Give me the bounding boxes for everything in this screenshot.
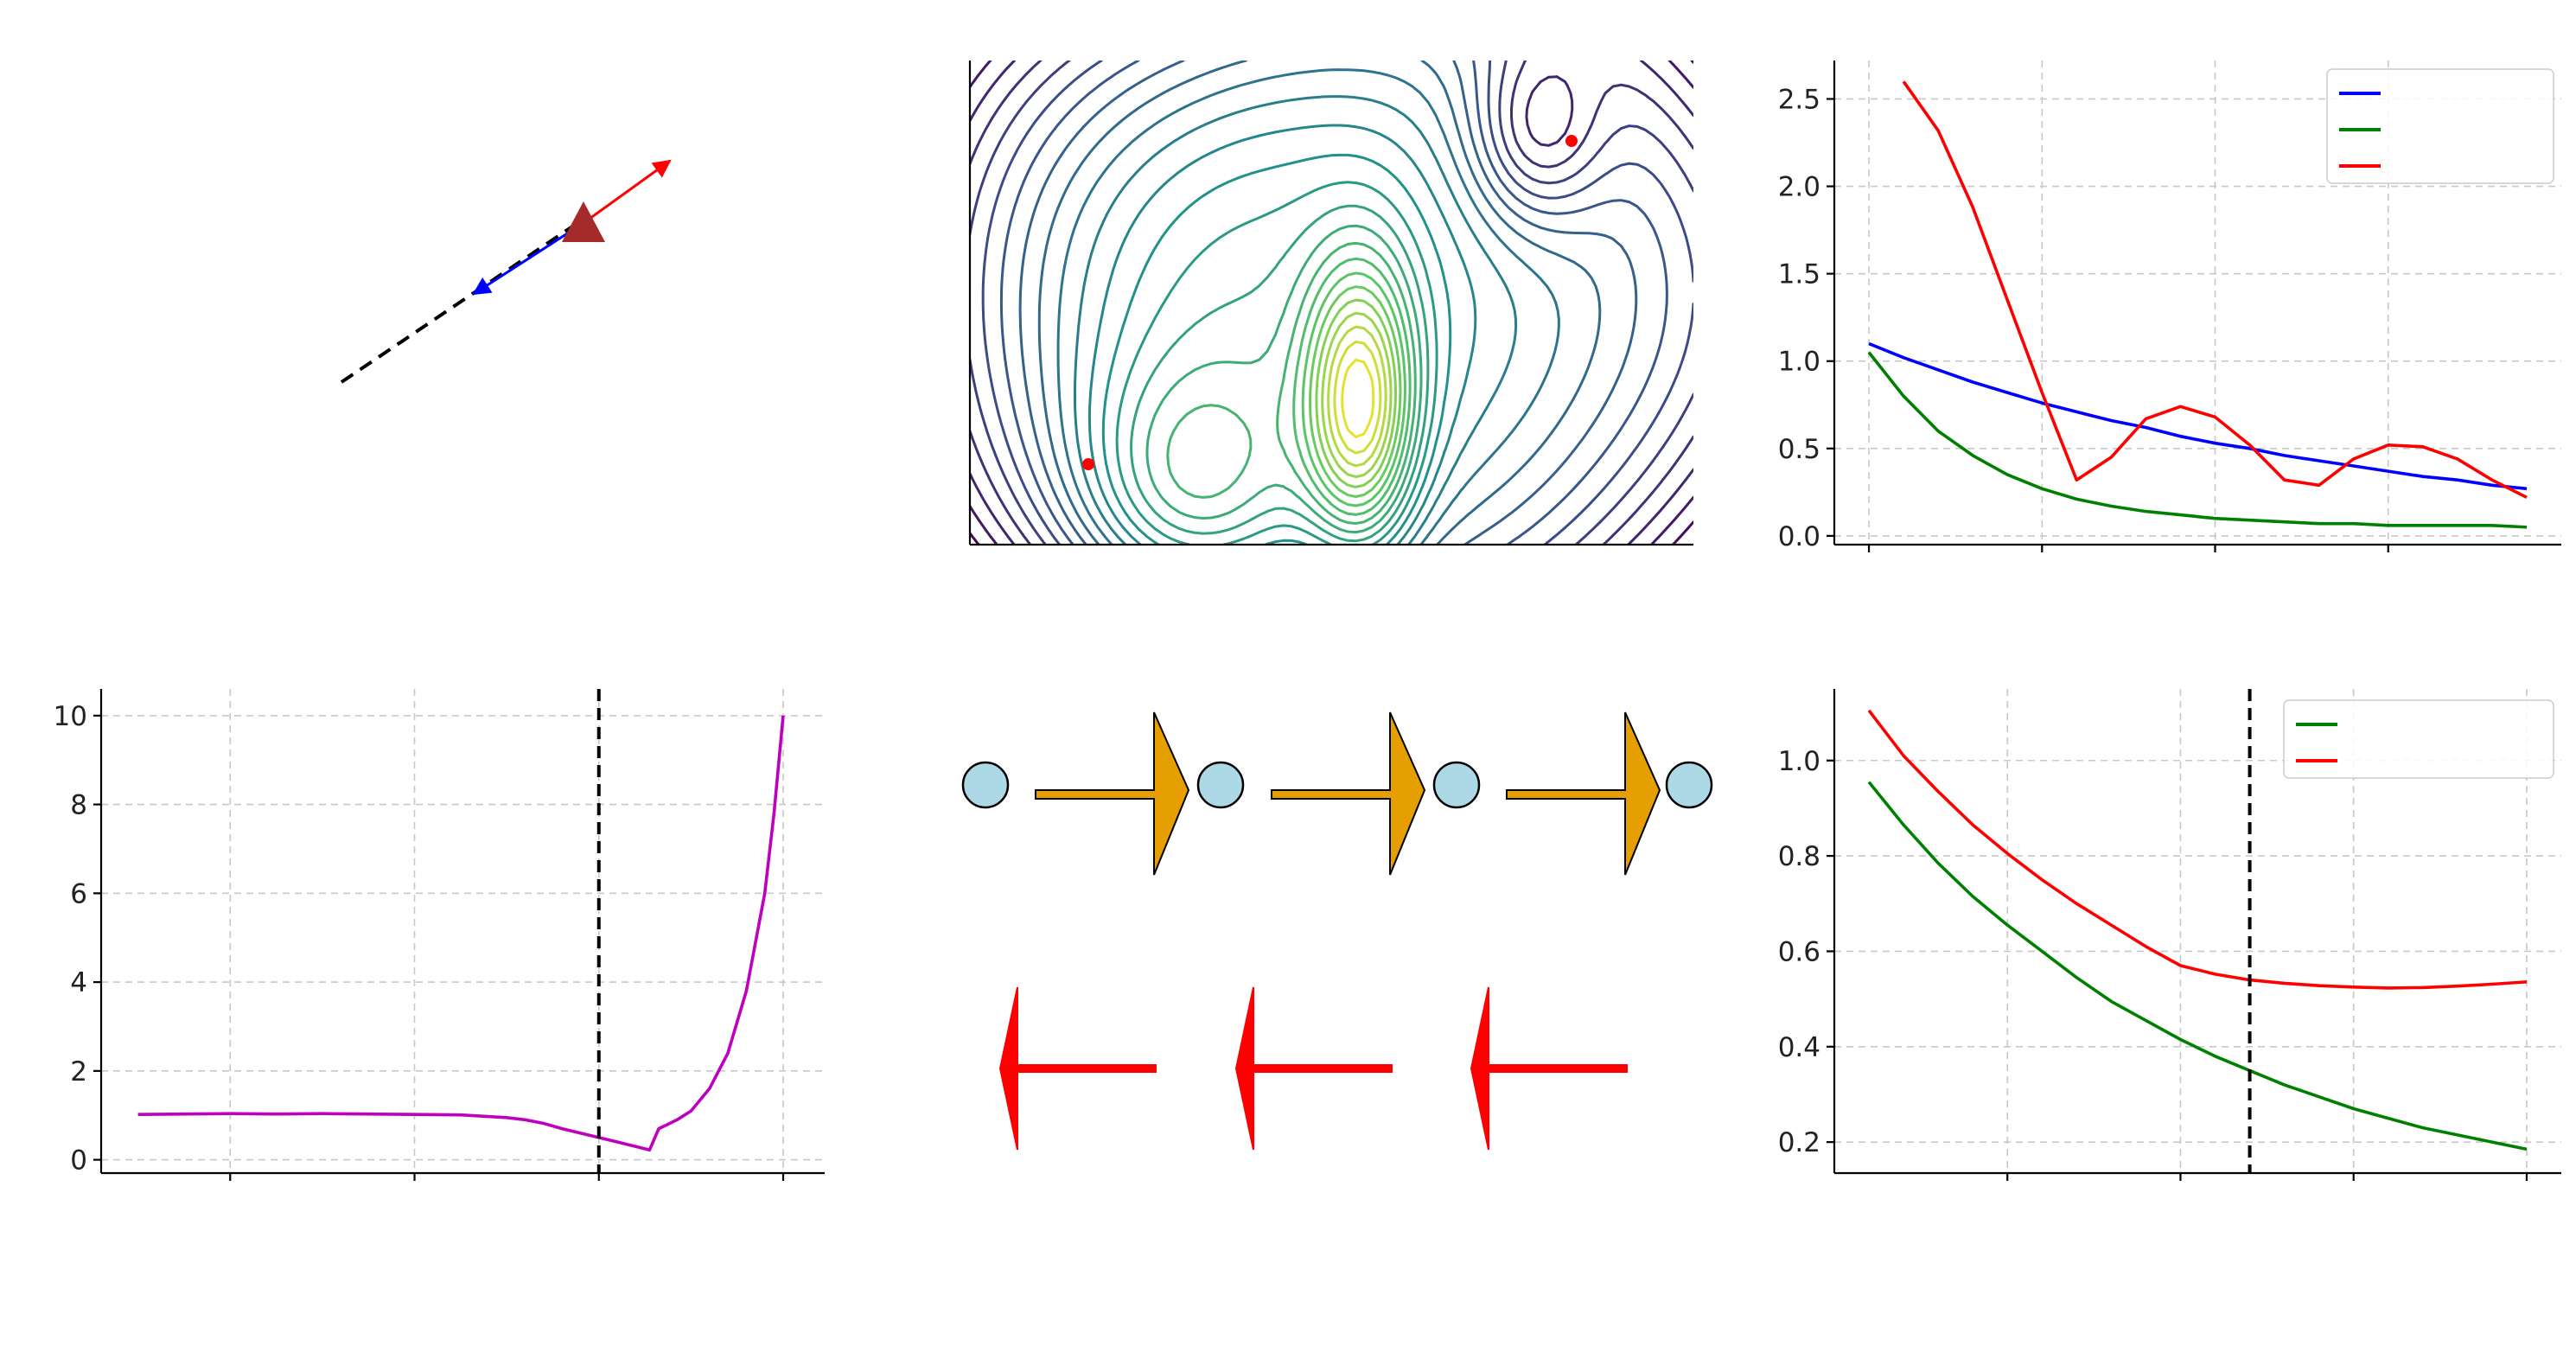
step-arrow: [472, 221, 584, 296]
lr-range-axes: 0 2 4 6 8 10: [54, 689, 825, 1181]
contour-level: [1327, 325, 1387, 468]
series-line: [1867, 709, 2528, 990]
panel-lr-range-test: 0 2 4 6 8 10: [54, 689, 825, 1181]
contour-lines: [970, 61, 1693, 545]
contour-level: [1056, 68, 1560, 545]
lr-range-curve: [137, 715, 785, 1152]
lr-effects-series: [1867, 80, 2528, 529]
y-tick-label: 0: [70, 1145, 87, 1177]
panel-learning-rate-effects: 0.0 0.5 1.0 1.5 2.0 2.5: [1778, 61, 2561, 552]
y-tick-label: 0.2: [1778, 1127, 1820, 1158]
contour-level: [1321, 311, 1393, 479]
y-tick-label: 6: [70, 878, 87, 909]
y-tick-label: 1.0: [1778, 746, 1820, 777]
legend-box: [2326, 68, 2554, 184]
panel-early-stopping: 0.2 0.4 0.6 0.8 1.0: [1778, 689, 2561, 1181]
hiker-path-line: [340, 214, 590, 384]
contour-level: [1333, 340, 1382, 455]
backward-arrow: [1234, 986, 1393, 1151]
contour-level: [1130, 204, 1430, 543]
contour-level: [1037, 61, 1602, 545]
early-stopping-legend: [2283, 699, 2554, 779]
contour-level: [1301, 271, 1406, 507]
y-tick-label: 0.4: [1778, 1032, 1820, 1063]
contour-level: [1145, 224, 1423, 534]
hiker-marker: [562, 201, 605, 242]
gradient-arrow: [583, 159, 672, 225]
series-line: [1867, 351, 2528, 529]
panel-night-hiker: [340, 159, 672, 384]
node-circle: [1665, 761, 1713, 809]
backprop-diagram: [961, 711, 1713, 1151]
lr-range-grid: [101, 689, 825, 1173]
node-circle: [1432, 761, 1481, 809]
y-tick-label: 2.5: [1778, 84, 1820, 115]
series-line: [1868, 341, 2528, 491]
early-stopping-axes: 0.2 0.4 0.6 0.8 1.0: [1778, 689, 2561, 1181]
early-stopping-series: [1867, 709, 2528, 1151]
lr-effects-legend: [2326, 68, 2554, 184]
saddle-point: [1082, 458, 1094, 470]
contour-level: [1166, 241, 1417, 525]
series-line: [1867, 781, 2528, 1151]
y-tick-label: 8: [70, 790, 87, 821]
y-tick-label: 0.0: [1778, 521, 1820, 552]
contour-level: [1101, 153, 1452, 545]
y-tick-label: 4: [70, 967, 87, 998]
contour-level: [999, 61, 1668, 545]
y-tick-label: 2: [70, 1056, 87, 1088]
panel-backprop: [961, 711, 1713, 1151]
y-tick-label: 0.6: [1778, 936, 1820, 967]
contour-level: [1292, 257, 1412, 516]
y-tick-label: 1.5: [1778, 259, 1820, 290]
y-tick-label: 0.8: [1778, 841, 1820, 872]
lr-effects-axes: 0.0 0.5 1.0 1.5 2.0 2.5: [1778, 61, 2561, 552]
contour-level: [970, 61, 1693, 545]
panel-loss-landscape: [968, 61, 1693, 546]
contour-level: [981, 61, 1693, 545]
contour-level: [1074, 95, 1518, 545]
node-circle: [1196, 761, 1245, 809]
forward-arrow: [1271, 711, 1426, 876]
contour-level: [1115, 181, 1438, 545]
contour-level: [970, 61, 1693, 545]
early-stopping-grid: [1834, 689, 2561, 1173]
contour-level: [1341, 358, 1375, 438]
legend-box: [2283, 699, 2554, 779]
contour-level: [1309, 285, 1402, 498]
contour-level: [1315, 298, 1397, 488]
y-tick-label: 2.0: [1778, 172, 1820, 203]
contour-level: [1018, 61, 1638, 545]
contour-level: [970, 61, 1693, 545]
node-circle: [961, 761, 1010, 809]
y-tick-label: 1.0: [1778, 347, 1820, 378]
y-tick-label: 0.5: [1778, 434, 1820, 465]
y-tick-label: 10: [54, 701, 87, 732]
forward-arrow: [1035, 711, 1190, 876]
contour-level: [1087, 124, 1477, 545]
local-min-point: [1565, 135, 1578, 147]
forward-arrow: [1506, 711, 1661, 876]
lr-range-series: [137, 715, 785, 1152]
series-line: [1902, 80, 2528, 500]
backward-arrow: [998, 986, 1157, 1151]
backward-arrow: [1470, 986, 1628, 1151]
